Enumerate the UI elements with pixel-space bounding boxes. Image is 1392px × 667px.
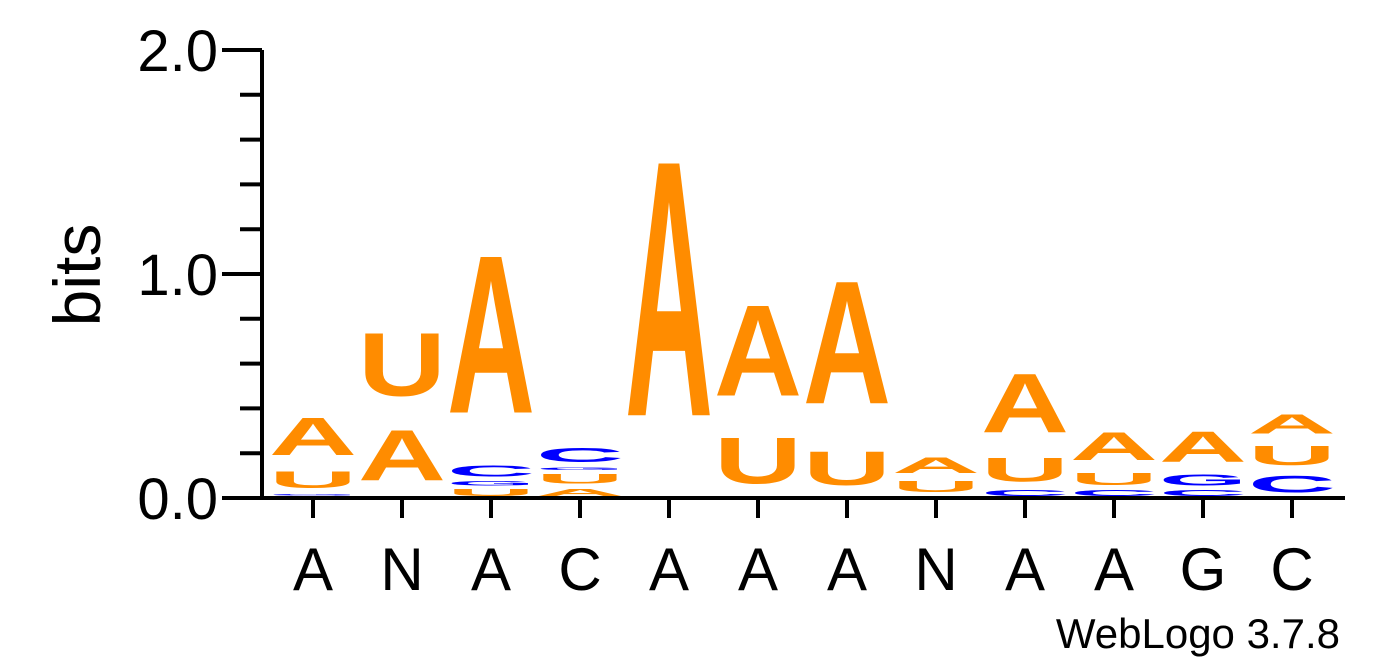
y-tick-label: 1.0 — [137, 243, 218, 308]
logo-letter-C: C — [981, 489, 1069, 498]
logo-letter-G: G — [536, 467, 624, 471]
x-tick-label: G — [1180, 536, 1227, 603]
logo-column: CAU — [358, 314, 446, 498]
logo-letter-C: C — [1159, 489, 1247, 498]
x-tick-label: A — [293, 536, 333, 603]
logo-letter-G: G — [269, 494, 357, 496]
y-axis: 0.0 1.0 2.0 — [137, 19, 264, 532]
logo-letter-G: G — [447, 480, 535, 487]
logo-letter-C: C — [1070, 489, 1158, 498]
logo-column: CGUA — [269, 406, 357, 498]
logo-column: CUA — [981, 357, 1069, 498]
logo-letter-C: C — [536, 444, 624, 466]
logo-letter-U: U — [358, 314, 446, 415]
y-tick-label: 2.0 — [137, 19, 218, 84]
logo-letter-A: A — [1070, 424, 1158, 469]
x-tick-label: C — [1270, 536, 1313, 603]
x-tick-label: A — [1005, 536, 1045, 603]
logo-letter-A: A — [1248, 408, 1336, 439]
weblogo-credit: WebLogo 3.7.8 — [1056, 610, 1340, 657]
logo-letter-U: U — [1248, 440, 1336, 471]
logo-letter-C: C — [1248, 471, 1336, 498]
logo-letter-U: U — [981, 451, 1069, 489]
x-tick-label: A — [1094, 536, 1134, 603]
logo-column: CUA — [803, 245, 891, 498]
y-tick-label: 0.0 — [137, 467, 218, 532]
logo-letter-U: U — [803, 442, 891, 496]
logo-letter-A: A — [892, 453, 980, 478]
logo-letter-A: A — [536, 487, 624, 498]
logo-letter-A: A — [269, 406, 357, 466]
logo-column: CUA — [1248, 408, 1336, 498]
logo-letter-A: A — [358, 415, 446, 496]
x-tick-label: A — [827, 536, 867, 603]
logo-letter-A: A — [447, 210, 535, 461]
logo-column: CUA — [1070, 424, 1158, 498]
x-tick-label: A — [471, 536, 511, 603]
logo-letter-G: G — [1159, 471, 1247, 489]
logo-letter-A: A — [1159, 422, 1247, 471]
x-tick-label: N — [380, 536, 423, 603]
logo-letter-U: U — [1070, 469, 1158, 489]
x-tick-label: C — [558, 536, 601, 603]
logo-letter-U: U — [892, 478, 980, 496]
letter-stacks: CGUACAUUGCAAUGCCAUACUACUACUACUACGACUA — [269, 84, 1336, 498]
logo-letter-A: A — [981, 357, 1069, 451]
logo-letter-A: A — [625, 84, 713, 493]
x-tick-label: A — [649, 536, 689, 603]
logo-letter-A: A — [803, 245, 891, 442]
logo-letter-U: U — [447, 487, 535, 498]
logo-column: CGA — [1159, 422, 1247, 498]
logo-column: UA — [714, 278, 802, 498]
logo-column: CA — [625, 84, 713, 498]
logo-letter-A: A — [714, 278, 802, 423]
y-axis-label: bits — [40, 224, 114, 327]
x-tick-label: N — [914, 536, 957, 603]
logo-letter-U: U — [714, 424, 802, 498]
logo-letter-U: U — [269, 467, 357, 494]
logo-letter-C: C — [447, 462, 535, 480]
logo-letter-U: U — [536, 471, 624, 487]
logo-column: CUA — [892, 453, 980, 498]
x-tick-label: A — [738, 536, 778, 603]
